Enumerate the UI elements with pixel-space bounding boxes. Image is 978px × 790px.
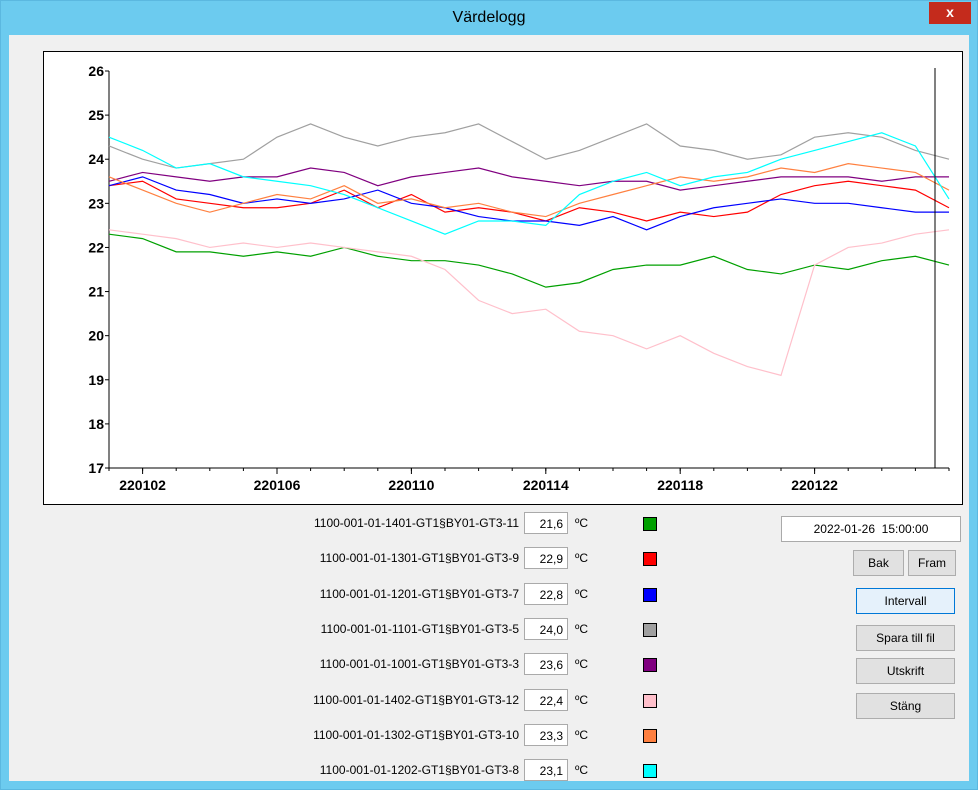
chart: 17 18 19 20 21 22 23 24 25 26 220102 220106 220110 22… (43, 51, 963, 505)
legend-swatch (643, 587, 657, 602)
series-name: 1100-001-01-1201-GT1§BY01-GT3-7 (319, 586, 519, 601)
series-line (108, 229, 950, 377)
reading-unit: ºC (575, 551, 589, 566)
legend-row: 1100-001-01-1301-GT1§BY01-GT3-9 22,9 ºC (9, 547, 669, 571)
legend-row: 1100-001-01-1401-GT1§BY01-GT3-11 21,6 ºC (9, 512, 669, 536)
series-line (108, 163, 950, 218)
series-line (108, 167, 949, 191)
x-tick-label: 220102 (119, 477, 166, 493)
reading-unit: ºC (575, 727, 589, 742)
series-line (108, 233, 950, 288)
reading-value: 23,6 (524, 653, 568, 676)
close-dialog-button[interactable]: Stäng (856, 693, 955, 719)
y-tick-label: 20 (88, 328, 104, 344)
reading-unit: ºC (575, 657, 589, 672)
reading-value: 24,0 (524, 617, 568, 640)
series-line (108, 132, 950, 235)
y-tick-label: 21 (88, 284, 104, 300)
reading-value: 22,9 (524, 547, 568, 570)
timestamp: 2022-01-26 15:00:00 (781, 516, 961, 542)
save-button[interactable]: Spara till fil (856, 625, 955, 651)
series-name: 1100-001-01-1301-GT1§BY01-GT3-9 (319, 551, 519, 566)
reading-unit: ºC (575, 692, 589, 707)
series-line (108, 180, 950, 222)
chart-frame (43, 51, 963, 505)
series-name: 1100-001-01-1402-GT1§BY01-GT3-12 (313, 692, 519, 707)
legend-row: 1100-001-01-1202-GT1§BY01-GT3-8 23,1 ºC (9, 759, 669, 783)
series-name: 1100-001-01-1202-GT1§BY01-GT3-8 (319, 763, 519, 778)
reading-value: 21,6 (524, 512, 568, 534)
reading-value: 22,4 (524, 688, 568, 711)
series-line (108, 176, 949, 231)
legend-swatch (643, 728, 657, 743)
dialog-body: 17 18 19 20 21 22 23 24 25 26 220102 220106 220110 22… (9, 35, 969, 783)
series-name: 1100-001-01-1101-GT1§BY01-GT3-5 (320, 621, 519, 636)
reading-unit: ºC (575, 586, 589, 601)
x-tick-label: 220118 (657, 477, 703, 493)
y-tick-label: 19 (88, 372, 104, 388)
reading-unit: ºC (575, 763, 589, 778)
reading-unit: ºC (575, 516, 589, 530)
reading-value: 23,3 (524, 723, 568, 746)
window-title: Värdelogg (452, 9, 526, 26)
close-button[interactable]: x (929, 2, 971, 24)
legend-row: 1100-001-01-1101-GT1§BY01-GT3-5 24,0 ºC (9, 617, 669, 642)
legend-row: 1100-001-01-1201-GT1§BY01-GT3-7 22,8 ºC (9, 582, 669, 607)
y-tick-label: 17 (88, 460, 104, 476)
legend-swatch (643, 517, 657, 531)
series-name: 1100-001-01-1302-GT1§BY01-GT3-10 (313, 727, 519, 742)
interval-button[interactable]: Intervall (856, 588, 955, 614)
y-tick-label: 18 (88, 416, 104, 432)
legend-swatch (643, 552, 657, 567)
x-tick-label: 220122 (791, 477, 838, 493)
reading-unit: ºC (575, 621, 589, 636)
back-button[interactable]: Bak (853, 550, 904, 576)
series-line (108, 123, 950, 169)
y-tick-label: 24 (88, 151, 104, 167)
reading-value: 23,1 (524, 759, 568, 782)
legend-swatch (643, 622, 657, 637)
x-tick-label: 220110 (388, 477, 434, 493)
y-tick-label: 23 (88, 195, 104, 211)
legend-row: 1100-001-01-1001-GT1§BY01-GT3-3 23,6 ºC (9, 653, 669, 677)
legend-row: 1100-001-01-1402-GT1§BY01-GT3-12 22,4 ºC (9, 688, 669, 713)
x-tick-label: 220114 (523, 477, 569, 493)
legend-swatch (643, 764, 657, 779)
series-name: 1100-001-01-1401-GT1§BY01-GT3-11 (313, 516, 519, 530)
print-button[interactable]: Utskrift (856, 658, 955, 684)
y-tick-label: 25 (88, 107, 104, 123)
legend-row: 1100-001-01-1302-GT1§BY01-GT3-10 23,3 ºC (9, 723, 669, 748)
legend-swatch (643, 658, 657, 673)
series-name: 1100-001-01-1001-GT1§BY01-GT3-3 (319, 657, 519, 672)
forward-button[interactable]: Fram (908, 550, 956, 576)
reading-value: 22,8 (524, 582, 568, 605)
legend-swatch (643, 693, 657, 708)
x-tick-label: 220106 (254, 477, 301, 493)
y-tick-label: 22 (88, 239, 104, 255)
y-tick-label: 26 (88, 63, 104, 79)
